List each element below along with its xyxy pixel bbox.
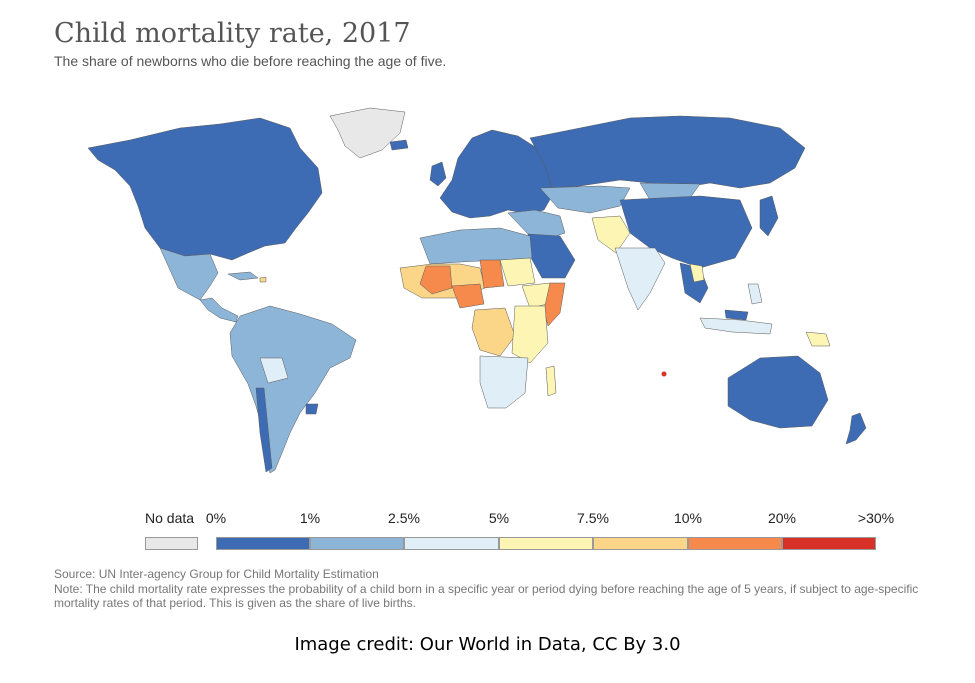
region-south-america [229, 305, 357, 474]
legend-label: 0% [205, 510, 227, 526]
source-text: Source: UN Inter-agency Group for Child … [54, 567, 379, 581]
region-kazakhstan [539, 185, 631, 214]
island-marker [661, 371, 667, 377]
region-north-america [87, 117, 323, 261]
region-malaysia [724, 309, 749, 321]
region-iceland [389, 139, 409, 151]
legend-label: 10% [673, 510, 703, 526]
legend-swatch-bin-2 [404, 537, 499, 550]
legend-label-no-data: No data [145, 510, 195, 526]
legend-label: 5% [488, 510, 510, 526]
region-east-africa [511, 305, 549, 364]
region-uruguay [305, 403, 319, 415]
legend-label: 2.5% [388, 510, 420, 526]
region-indonesia [699, 317, 773, 335]
note-text: Note: The child mortality rate expresses… [54, 582, 919, 610]
region-mexico [159, 247, 219, 301]
legend-swatch-no-data [145, 537, 198, 550]
region-cuba [227, 271, 259, 281]
region-afghanistan-pakistan [591, 215, 631, 254]
legend-swatch-bin-3 [499, 537, 593, 550]
region-philippines [747, 283, 763, 305]
world-map [87, 107, 867, 474]
region-greenland [329, 107, 406, 159]
region-new-zealand [845, 412, 867, 445]
region-australia [727, 355, 829, 429]
legend-swatch-bin-5 [688, 537, 782, 550]
chart-subtitle: The share of newborns who die before rea… [54, 53, 447, 69]
region-laos-myanmar [689, 263, 705, 283]
image-credit: Image credit: Our World in Data, CC By 3… [294, 634, 681, 655]
region-central-africa [471, 307, 516, 357]
region-southern-africa [479, 355, 529, 409]
region-madagascar [545, 365, 557, 397]
region-russia [529, 115, 806, 189]
region-saudi-arabia [527, 233, 576, 279]
region-sudan [499, 257, 536, 287]
region-north-africa [419, 227, 533, 265]
region-haiti [259, 276, 267, 283]
legend-swatch-bin-0 [216, 537, 310, 550]
region-papua-new-guinea [805, 331, 831, 347]
legend-swatch-bin-1 [310, 537, 404, 550]
region-central-america [199, 297, 239, 323]
legend-label: >30% [857, 510, 895, 526]
legend-label: 1% [299, 510, 321, 526]
legend-label: 7.5% [577, 510, 609, 526]
legend-color-scale [0, 537, 975, 550]
legend-labels: No data 0% 1% 2.5% 5% 7.5% 10% 20% >30% [0, 510, 975, 530]
region-japan [759, 195, 779, 237]
region-bolivia [259, 357, 289, 384]
region-uk [429, 161, 447, 187]
legend-swatch-bin-6 [782, 537, 876, 550]
region-china [619, 195, 753, 269]
region-chile [255, 387, 273, 473]
legend-label: 20% [767, 510, 797, 526]
region-sahel [419, 265, 453, 295]
chart-title: Child mortality rate, 2017 [54, 18, 411, 49]
region-somalia [543, 282, 566, 327]
region-chad [479, 259, 505, 289]
region-nigeria [451, 283, 485, 309]
region-india [614, 247, 666, 311]
legend-swatch-bin-4 [593, 537, 688, 550]
